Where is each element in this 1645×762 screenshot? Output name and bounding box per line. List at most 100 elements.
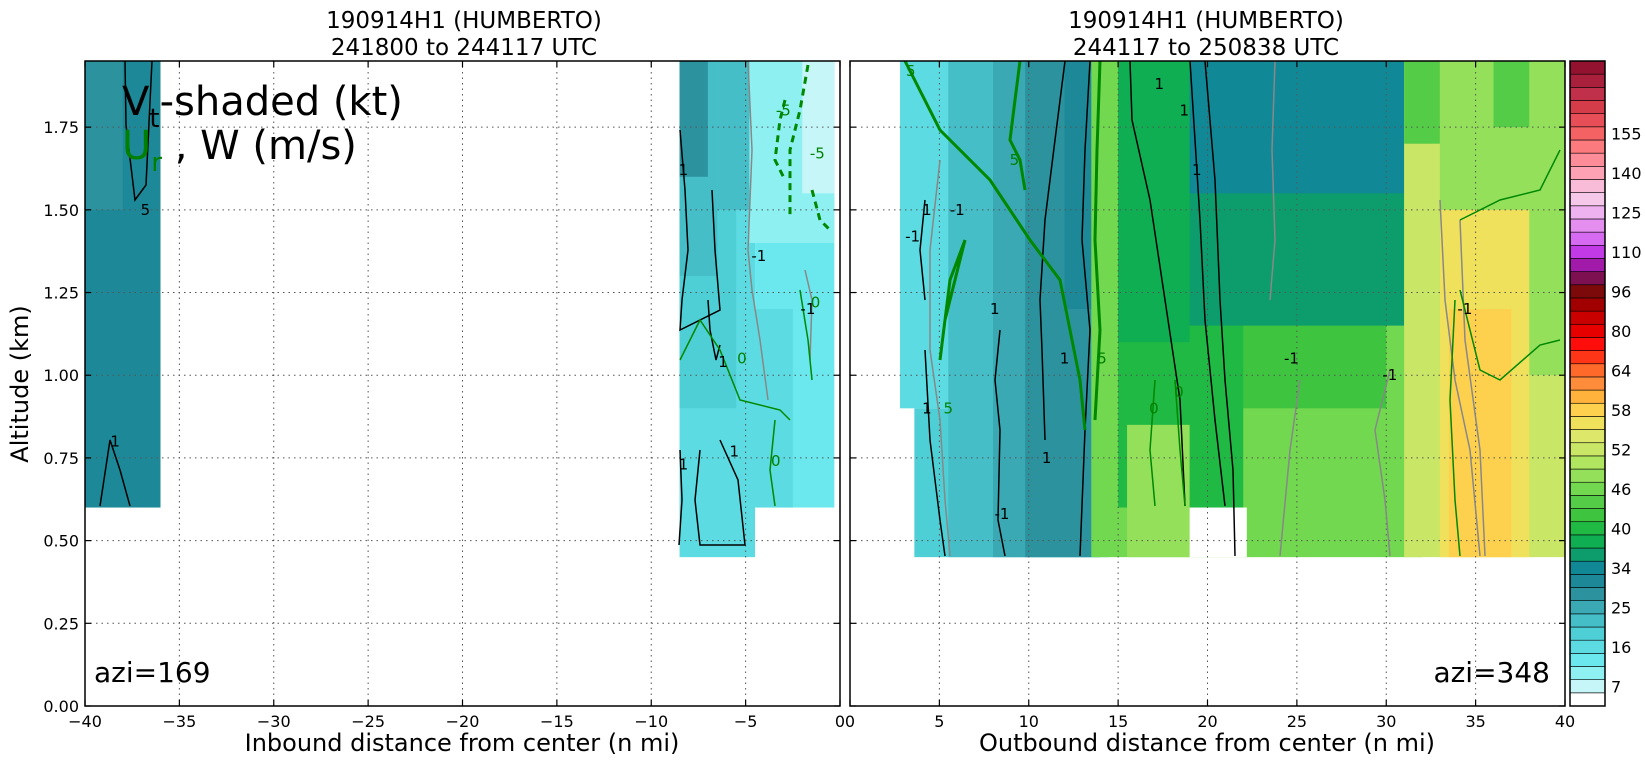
left-contour-black xyxy=(99,439,131,507)
right-contour-gray xyxy=(1374,369,1391,557)
left-ytick-label: 1.25 xyxy=(43,284,79,303)
colorbar-swatch xyxy=(1569,113,1606,128)
colorbar-swatch xyxy=(1569,653,1606,667)
left-contour-label: -1 xyxy=(800,300,815,318)
colorbar-swatch xyxy=(1569,429,1606,444)
colorbar-label: 125 xyxy=(1611,203,1642,222)
colorbar-swatch xyxy=(1569,73,1606,88)
left-contour-label: 1 xyxy=(110,432,120,450)
colorbar-label: 34 xyxy=(1611,559,1631,578)
right-shaded-cells xyxy=(900,61,1565,558)
right-x-ticks: 0 5 10 15 20 25 30 35 40 xyxy=(845,61,1575,731)
left-xtick-label: −5 xyxy=(734,712,758,731)
left-contour-label: -5 xyxy=(810,145,825,163)
colorbar-swatch xyxy=(1569,495,1606,509)
right-contour-label: 1 xyxy=(990,300,1000,318)
left-y-ticks: 0.00 0.25 0.50 0.75 1.00 1.25 1.50 1.75 xyxy=(43,118,840,716)
left-contour-label: 1 xyxy=(730,442,740,460)
colorbar-swatch xyxy=(1569,310,1606,325)
colorbar-frame xyxy=(1569,60,1606,707)
left-contour-label: 5 xyxy=(141,201,151,219)
right-azimuth-label: azi=348 xyxy=(1433,656,1550,689)
right-contour-label: 1 xyxy=(1154,75,1164,93)
right-xtick-label: 35 xyxy=(1465,712,1485,731)
left-contour-label: 1 xyxy=(718,353,728,371)
colorbar-swatch xyxy=(1569,244,1606,259)
right-contour-black xyxy=(1204,60,1236,557)
colorbar-label: 64 xyxy=(1611,361,1631,380)
colorbar-swatch xyxy=(1569,442,1606,457)
overlay-line1: Vt-shaded (kt) xyxy=(122,79,403,134)
left-contour-green xyxy=(773,99,787,181)
colorbar-label: 96 xyxy=(1611,282,1631,301)
right-contour-black xyxy=(1129,60,1186,507)
colorbar-swatch xyxy=(1569,639,1606,654)
left-contour-green xyxy=(769,419,776,507)
right-contour-black xyxy=(919,199,926,301)
colorbar-label: 155 xyxy=(1611,124,1642,143)
right-xlabel: Outbound distance from center (n mi) xyxy=(979,729,1435,757)
right-xtick-label: 40 xyxy=(1555,712,1575,731)
right-title-line2: 244117 to 250838 UTC xyxy=(1073,35,1339,61)
right-contour-gray xyxy=(1279,379,1301,557)
left-contour-green xyxy=(810,189,832,232)
colorbar-swatch xyxy=(1569,60,1606,75)
right-contour-label: 1 xyxy=(922,399,932,417)
right-contour-label: -1 xyxy=(905,227,920,245)
right-contour-label: -1 xyxy=(994,505,1009,523)
colorbar-swatch xyxy=(1569,179,1606,193)
right-contour-black xyxy=(994,329,1006,557)
left-xtick-label: −35 xyxy=(162,712,196,731)
left-ylabel: Altitude (km) xyxy=(6,305,34,462)
left-contour-green xyxy=(799,289,813,381)
colorbar-swatch xyxy=(1569,468,1606,483)
left-contour-green xyxy=(679,318,791,421)
colorbar-swatch xyxy=(1569,87,1606,101)
right-contour-green xyxy=(1008,60,1027,191)
right-contour-green xyxy=(903,60,1087,431)
colorbar-swatch xyxy=(1569,560,1606,575)
left-x-ticks: −40 −35 −30 −25 −20 −15 −10 −5 0 xyxy=(68,61,845,731)
right-contour-green xyxy=(1459,149,1561,221)
colorbar-label: 110 xyxy=(1611,243,1642,262)
left-xtick-label: −25 xyxy=(351,712,385,731)
colorbar-swatch xyxy=(1569,284,1606,299)
colorbar-swatch xyxy=(1569,521,1606,536)
left-contour-black xyxy=(694,439,746,546)
colorbar-label: 25 xyxy=(1611,598,1631,617)
right-contour-label: 5 xyxy=(1010,151,1020,169)
left-contour-black xyxy=(679,129,721,332)
left-title-line1: 190914H1 (HUMBERTO) xyxy=(326,8,602,34)
left-contour-label: 0 xyxy=(771,452,781,470)
right-contour-black xyxy=(924,349,946,557)
right-shaded-cell xyxy=(1448,309,1512,558)
left-contour-gray xyxy=(747,60,769,401)
left-contour-label: -5 xyxy=(776,102,791,120)
right-contour-green xyxy=(1093,60,1102,421)
overlay-vt-sub: t xyxy=(149,104,159,134)
right-contour-label: 5 xyxy=(1097,350,1107,368)
right-contour-label: -1 xyxy=(1457,300,1472,318)
right-contours xyxy=(903,60,1561,557)
colorbar-swatch xyxy=(1569,626,1606,641)
colorbar-label: 140 xyxy=(1611,164,1642,183)
left-shaded-cell xyxy=(802,61,835,194)
left-contour-black xyxy=(707,299,721,361)
left-ytick-label: 0.50 xyxy=(43,532,79,551)
overlay-ur-sub: r xyxy=(151,148,162,178)
right-contour-gray xyxy=(1459,219,1486,557)
colorbar-label: 40 xyxy=(1611,519,1631,538)
colorbar-swatch xyxy=(1569,139,1606,154)
left-shaded-cell xyxy=(679,61,708,177)
right-xtick-label: 15 xyxy=(1108,712,1128,731)
colorbar-swatch xyxy=(1569,258,1606,272)
colorbar-swatch xyxy=(1569,600,1606,615)
overlay-line2: Ur , W (m/s) xyxy=(122,123,357,178)
left-shaded-cells xyxy=(85,61,835,558)
right-y-ticks xyxy=(850,126,1565,707)
right-contour-black xyxy=(1039,60,1066,441)
overlay-vt-rest: -shaded (kt) xyxy=(160,79,403,125)
right-contour-green xyxy=(1459,289,1561,381)
